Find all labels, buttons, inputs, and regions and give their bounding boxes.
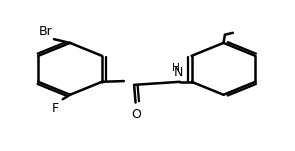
Text: N: N (174, 66, 183, 79)
Text: Br: Br (38, 26, 52, 39)
Text: F: F (52, 102, 59, 115)
Text: H: H (172, 63, 179, 73)
Text: O: O (132, 108, 141, 121)
